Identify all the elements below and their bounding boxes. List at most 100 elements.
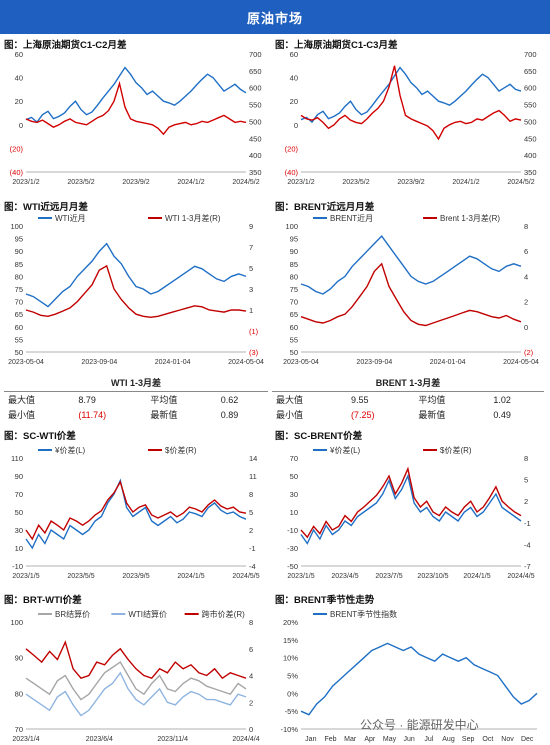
y-tick-label-right: 2	[524, 298, 528, 307]
y-tick-label-right: -4	[249, 562, 256, 571]
x-tick-label: 2023-05-04	[283, 359, 319, 366]
stats-wti-header: WTI 1-3月差	[110, 378, 161, 388]
y-tick-label-right: 2	[249, 526, 253, 535]
series-line-2	[25, 640, 247, 680]
y-tick-label-left: 10	[290, 508, 298, 517]
stat-label: 最新值	[418, 410, 446, 420]
y-tick-label-right: 9	[249, 222, 253, 231]
y-tick-label-left: 30	[290, 490, 298, 499]
page-banner: 原油市场	[0, 0, 550, 34]
chart-seasonal: BRENT季节性指数 20% 15% 10% 5% 0% -5% -10% Jan Feb Mar A…	[280, 609, 538, 743]
y-tick-label-left: 80	[15, 689, 23, 698]
x-tick-label: Sep	[462, 736, 475, 743]
panel-title-seasonal: 图：BRENT季节性走势	[275, 595, 375, 606]
y-tick-label-right: 650	[249, 67, 262, 76]
y-tick-label-right: 2	[249, 698, 253, 707]
x-tick-label: 2024/1/5	[177, 573, 204, 580]
stat-value: 8.79	[74, 391, 147, 407]
y-tick-label-left: 20%	[283, 618, 298, 627]
x-tick-label: 2023/11/4	[157, 736, 188, 743]
y-tick-label-left: 60	[290, 323, 298, 332]
series-line-0	[300, 642, 538, 716]
y-tick-label-left: 100	[10, 222, 23, 231]
y-tick-label-left: 75	[15, 285, 23, 294]
legend-label: $价差(R)	[440, 445, 472, 455]
series-line-1	[25, 480, 247, 541]
x-tick-label: Aug	[442, 736, 455, 743]
y-tick-label-right: 6	[249, 645, 253, 654]
y-tick-label-left: 100	[285, 222, 298, 231]
chart-brent: BRENT近月 Brent 1-3月差(R)1009590858075706560…	[283, 213, 539, 366]
stat-value: (11.74)	[78, 409, 107, 420]
stat-value: (7.25)	[350, 409, 375, 420]
y-tick-label-left: 60	[290, 50, 298, 59]
y-tick-label-right: 500	[249, 117, 262, 126]
y-tick-label-left: 90	[15, 472, 23, 481]
y-tick-label-right: 4	[524, 272, 528, 281]
series-line-0	[300, 235, 522, 295]
stat-value: 0.62	[216, 391, 268, 407]
y-tick-label-right: 7	[249, 243, 253, 252]
y-tick-label-right: -1	[249, 544, 256, 553]
x-tick-label: Jun	[404, 736, 415, 743]
y-tick-label-left: 70	[15, 725, 23, 734]
y-tick-label-left: 10	[15, 544, 23, 553]
x-tick-label: 2023/1/2	[12, 179, 39, 186]
x-tick-label: May	[383, 736, 397, 743]
y-tick-label-right: 0	[249, 725, 253, 734]
y-tick-label-left: (40)	[10, 168, 24, 177]
series-line-1	[300, 466, 522, 539]
chart-sc-c1c3: 60 40 20 0 (20) (40) 700 650 600 550 500 450 400 350 2…	[285, 50, 537, 186]
y-tick-label-left: -30	[287, 544, 298, 553]
chart-sc-wti: ¥价差(L) $价差(R) 110 90 70 50 30 10 -10 14 11 8 5 2 -1 -4 2…	[11, 445, 260, 580]
y-tick-label-left: 90	[15, 247, 23, 256]
stat-value: 9.55	[346, 391, 415, 407]
y-tick-label-right: 14	[249, 454, 257, 463]
y-tick-label-left: (20)	[285, 144, 299, 153]
legend-label: $价差(R)	[165, 445, 197, 455]
y-tick-label-right: 1	[249, 306, 253, 315]
legend-label: 跨市价差(R)	[202, 609, 245, 619]
y-tick-label-right: 700	[249, 50, 262, 59]
y-tick-label-left: 70	[290, 454, 298, 463]
panel-title-sc-c1c2: 图：上海原油期货C1-C2月差	[4, 40, 127, 51]
y-tick-label-left: 20	[290, 97, 298, 106]
y-tick-label-left: 95	[290, 235, 298, 244]
legend-label: WTI结算价	[128, 609, 167, 619]
y-tick-label-right: 550	[249, 101, 262, 110]
y-tick-label-left: 60	[15, 50, 23, 59]
x-tick-label: 2023/1/5	[287, 573, 314, 580]
y-tick-label-right: 5	[249, 508, 253, 517]
y-tick-label-right: 3	[249, 285, 253, 294]
series-line-1	[25, 671, 247, 717]
x-tick-label: 2023/9/2	[397, 179, 424, 186]
legend-label: WTI 1-3月差(R)	[165, 213, 221, 223]
x-tick-label: 2023/6/4	[86, 736, 113, 743]
stat-label: 最小值	[8, 410, 36, 420]
y-tick-label-right: 8	[524, 222, 528, 231]
y-tick-label-right: 5	[524, 476, 528, 485]
x-tick-label: 2023/5/5	[67, 573, 94, 580]
series-line-0	[300, 473, 522, 545]
y-tick-label-left: -5%	[285, 707, 299, 716]
y-tick-label-right: 600	[524, 84, 537, 93]
y-tick-label-left: 90	[290, 247, 298, 256]
panel-title-sc-wti: 图：SC-WTI价差	[4, 431, 76, 442]
y-tick-label-left: -50	[287, 562, 298, 571]
y-tick-label-left: 0%	[287, 689, 298, 698]
chart-sc-brent: ¥价差(L) $价差(R) 70 50 30 10 -10 -30 -50 8 5 2 -1 -4 -7 20…	[287, 445, 535, 580]
series-line-0	[25, 242, 247, 308]
x-tick-label: 2023-09-04	[356, 359, 392, 366]
y-tick-label-left: 95	[15, 235, 23, 244]
y-tick-label-left: 50	[15, 348, 23, 357]
y-tick-label-right: 0	[524, 323, 528, 332]
y-tick-label-left: 0	[19, 121, 23, 130]
stat-value: 0.49	[493, 409, 511, 420]
y-tick-label-left: 50	[15, 508, 23, 517]
series-line-1	[300, 262, 522, 327]
y-tick-label-right: 400	[249, 151, 262, 160]
x-tick-label: 2023/1/4	[12, 736, 39, 743]
y-tick-label-right: 2	[524, 497, 528, 506]
y-tick-label-left: (40)	[285, 168, 299, 177]
stat-label: 最大值	[272, 391, 347, 407]
